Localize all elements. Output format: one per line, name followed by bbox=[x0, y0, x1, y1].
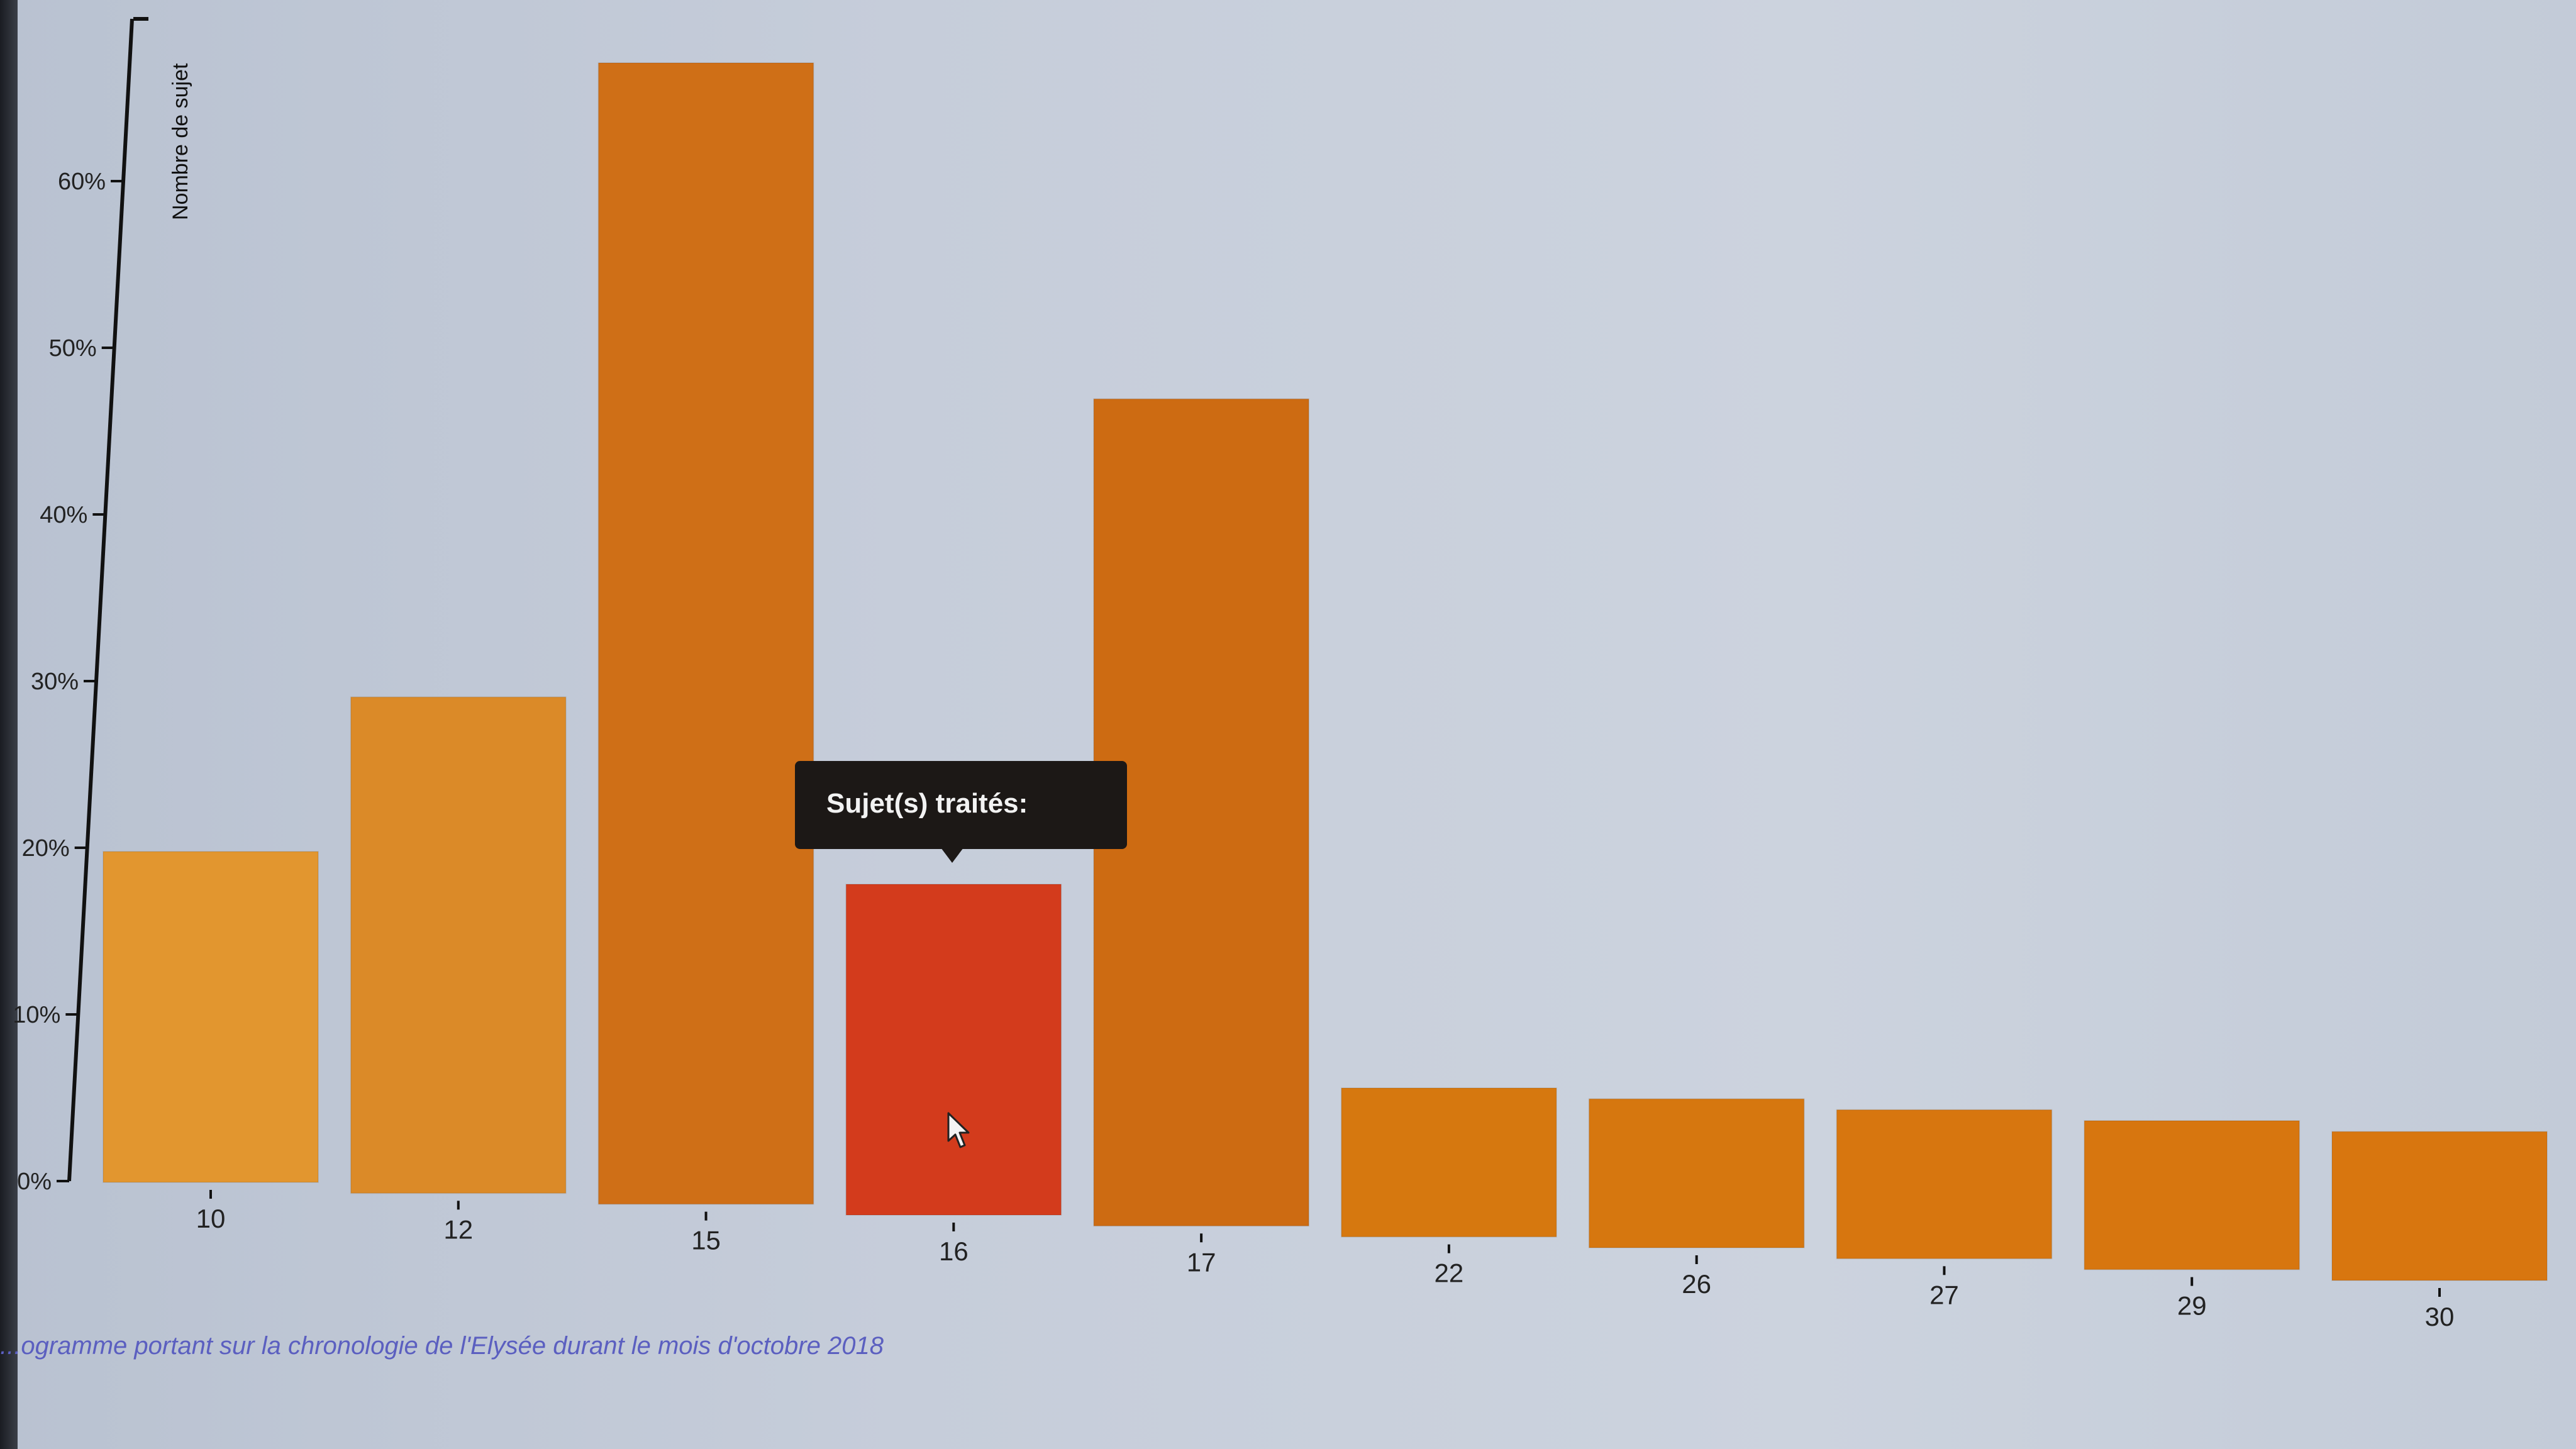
screen-bezel bbox=[0, 0, 18, 1449]
mouse-pointer-icon bbox=[947, 1112, 970, 1148]
y-tick-label: 40% bbox=[40, 502, 87, 528]
bar[interactable] bbox=[1836, 1109, 2053, 1260]
chart-caption: ...ogramme portant sur la chronologie de… bbox=[0, 1332, 884, 1360]
y-axis-label: Nombre de sujet bbox=[169, 63, 192, 220]
bar-tooltip: Sujet(s) traités: bbox=[795, 761, 1127, 863]
y-tick-label: 50% bbox=[49, 335, 97, 362]
y-tick-label: 10% bbox=[13, 1002, 60, 1028]
bar[interactable] bbox=[350, 696, 567, 1194]
bar[interactable] bbox=[1093, 398, 1310, 1227]
x-tick-label: 29 bbox=[2177, 1291, 2207, 1321]
tooltip-box bbox=[795, 761, 1127, 849]
bar-highlighted[interactable] bbox=[845, 884, 1062, 1216]
y-tick-label: 20% bbox=[22, 835, 70, 862]
x-tick-label: 15 bbox=[691, 1226, 721, 1255]
tooltip-pointer bbox=[941, 848, 963, 863]
tooltip-text: Sujet(s) traités: bbox=[826, 788, 1028, 819]
x-tick-label: 10 bbox=[196, 1204, 226, 1233]
bar[interactable] bbox=[2331, 1131, 2548, 1282]
x-axis-ticks: 10 12 15 16 17 22 26 27 29 30 bbox=[196, 1190, 2455, 1331]
x-tick-label: 16 bbox=[939, 1236, 969, 1266]
x-tick-label: 12 bbox=[443, 1214, 473, 1244]
y-axis-ticks: 0% 10% 20% 30% 40% 50% 60% bbox=[13, 169, 124, 1195]
y-axis-line bbox=[67, 18, 134, 1182]
bar[interactable] bbox=[1340, 1087, 1557, 1238]
y-tick-label: 30% bbox=[31, 669, 79, 695]
bar[interactable] bbox=[1588, 1098, 1805, 1249]
x-tick-label: 27 bbox=[1929, 1280, 1959, 1309]
x-tick-label: 17 bbox=[1187, 1247, 1216, 1277]
x-tick-label: 26 bbox=[1682, 1269, 1711, 1299]
y-tick-label: 60% bbox=[58, 169, 106, 195]
bar[interactable] bbox=[597, 62, 814, 1205]
bar[interactable] bbox=[103, 851, 319, 1183]
x-tick-label: 22 bbox=[1435, 1258, 1464, 1288]
y-tick-label: 0% bbox=[17, 1169, 52, 1195]
x-tick-label: 30 bbox=[2425, 1302, 2455, 1331]
bar[interactable] bbox=[2084, 1119, 2301, 1270]
bars-group bbox=[103, 62, 2548, 1282]
